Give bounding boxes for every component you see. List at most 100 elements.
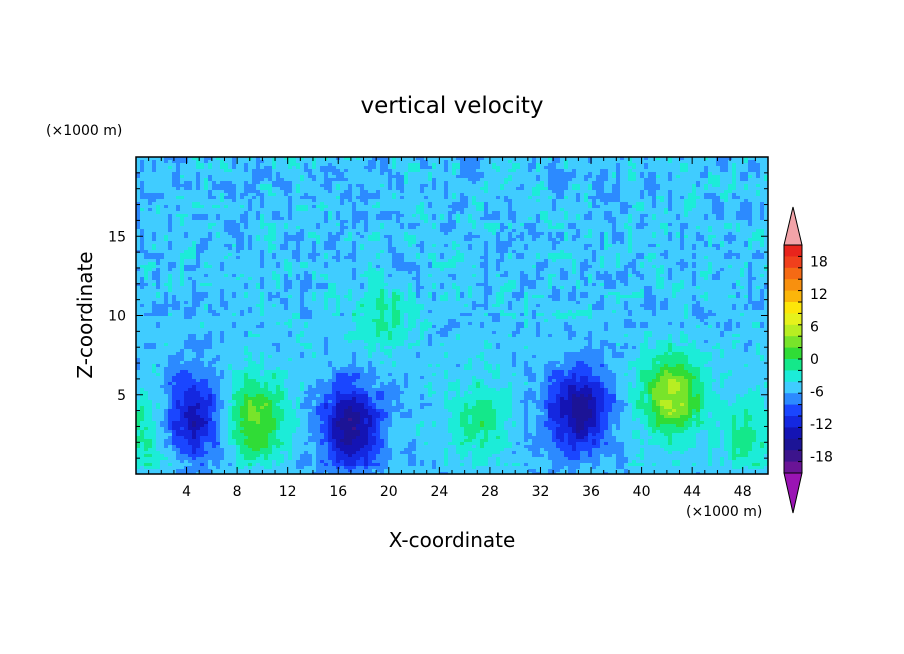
field-cell bbox=[504, 160, 509, 164]
field-cell bbox=[500, 163, 505, 167]
field-cell bbox=[312, 166, 317, 170]
field-cell bbox=[484, 166, 489, 170]
field-cell bbox=[364, 157, 369, 161]
field-cell bbox=[616, 172, 621, 176]
field-cell bbox=[360, 160, 365, 164]
field-cell bbox=[648, 166, 653, 170]
field-cell bbox=[212, 172, 217, 176]
field-cell bbox=[272, 160, 277, 164]
field-cell bbox=[308, 157, 313, 161]
field-cell bbox=[708, 160, 713, 164]
field-cell bbox=[320, 166, 325, 170]
field-cell bbox=[160, 166, 165, 170]
field-cell bbox=[464, 157, 469, 161]
field-cell bbox=[356, 172, 361, 176]
field-cell bbox=[616, 157, 621, 161]
field-cell bbox=[572, 160, 577, 164]
field-cell bbox=[552, 169, 557, 173]
field-cell bbox=[240, 160, 245, 164]
field-cell bbox=[720, 169, 725, 173]
field-cell bbox=[600, 157, 605, 161]
field-cell bbox=[520, 157, 525, 161]
field-cell bbox=[428, 169, 433, 173]
field-cell bbox=[584, 169, 589, 173]
field-cell bbox=[612, 157, 617, 161]
field-cell bbox=[672, 157, 677, 161]
field-cell bbox=[680, 166, 685, 170]
field-cell bbox=[156, 172, 161, 176]
field-cell bbox=[172, 163, 177, 167]
field-cell bbox=[528, 169, 533, 173]
field-cell bbox=[636, 163, 641, 167]
field-cell bbox=[536, 172, 541, 176]
field-cell bbox=[500, 160, 505, 164]
field-cell bbox=[256, 172, 261, 176]
field-cell bbox=[440, 163, 445, 167]
field-cell bbox=[240, 172, 245, 176]
field-cell bbox=[188, 160, 193, 164]
field-cell bbox=[516, 169, 521, 173]
field-cell bbox=[700, 157, 705, 161]
field-cell bbox=[584, 163, 589, 167]
field-cell bbox=[204, 160, 209, 164]
field-cell bbox=[252, 175, 257, 179]
field-cell bbox=[600, 166, 605, 170]
field-cell bbox=[532, 163, 537, 167]
field-cell bbox=[688, 157, 693, 161]
field-cell bbox=[580, 166, 585, 170]
field-cell bbox=[388, 169, 393, 173]
field-cell bbox=[696, 166, 701, 170]
field-cell bbox=[744, 160, 749, 164]
field-cell bbox=[320, 172, 325, 176]
field-cell bbox=[172, 175, 177, 179]
field-cell bbox=[244, 175, 249, 179]
field-cell bbox=[652, 172, 657, 176]
field-cell bbox=[488, 166, 493, 170]
field-cell bbox=[604, 172, 609, 176]
field-cell bbox=[512, 172, 517, 176]
field-cell bbox=[720, 157, 725, 161]
field-cell bbox=[340, 166, 345, 170]
field-cell bbox=[140, 160, 145, 164]
field-cell bbox=[260, 163, 265, 167]
field-cell bbox=[340, 157, 345, 161]
field-cell bbox=[256, 157, 261, 161]
field-cell bbox=[700, 160, 705, 164]
field-cell bbox=[200, 175, 205, 179]
field-cell bbox=[256, 169, 261, 173]
field-cell bbox=[660, 157, 665, 161]
field-cell bbox=[412, 160, 417, 164]
field-cell bbox=[764, 169, 768, 173]
field-cell bbox=[240, 169, 245, 173]
field-cell bbox=[304, 160, 309, 164]
field-cell bbox=[264, 163, 269, 167]
field-cell bbox=[204, 166, 209, 170]
field-cell bbox=[640, 166, 645, 170]
field-cell bbox=[712, 157, 717, 161]
field-cell bbox=[312, 157, 317, 161]
field-cell bbox=[504, 163, 509, 167]
field-cell bbox=[740, 166, 745, 170]
field-cell bbox=[620, 172, 625, 176]
field-cell bbox=[352, 166, 357, 170]
field-cell bbox=[660, 163, 665, 167]
field-cell bbox=[724, 169, 729, 173]
field-cell bbox=[252, 160, 257, 164]
field-cell bbox=[444, 160, 449, 164]
field-cell bbox=[712, 163, 717, 167]
field-cell bbox=[348, 175, 353, 179]
field-cell bbox=[448, 163, 453, 167]
field-cell bbox=[688, 160, 693, 164]
field-cell bbox=[616, 169, 621, 173]
field-cell bbox=[220, 157, 225, 161]
field-cell bbox=[280, 175, 285, 179]
field-cell bbox=[156, 157, 161, 161]
field-cell bbox=[288, 163, 293, 167]
field-cell bbox=[184, 169, 189, 173]
field-cell bbox=[388, 175, 393, 179]
field-cell bbox=[308, 175, 313, 179]
field-cell bbox=[536, 166, 541, 170]
field-cell bbox=[140, 163, 145, 167]
field-cell bbox=[648, 157, 653, 161]
field-cell bbox=[376, 160, 381, 164]
